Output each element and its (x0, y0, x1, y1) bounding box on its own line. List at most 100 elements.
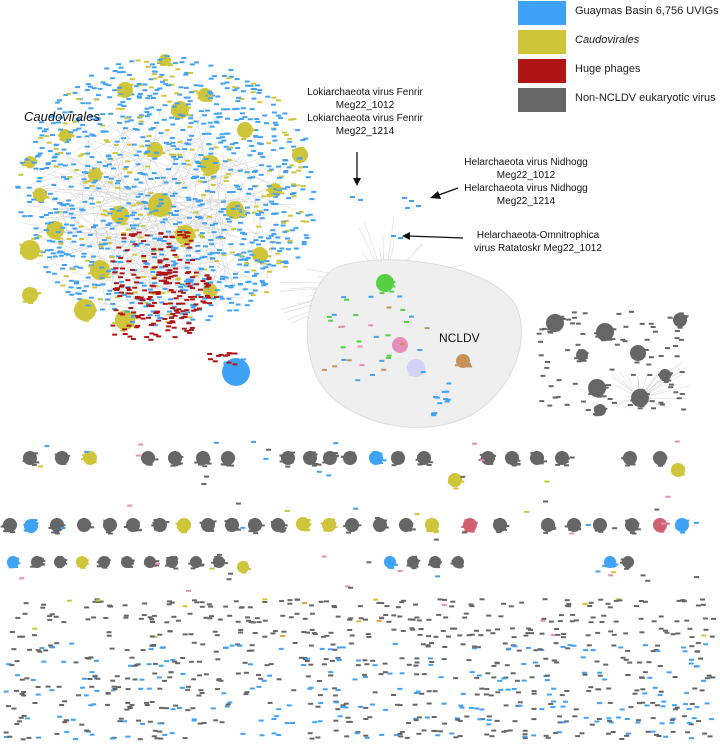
node (177, 104, 183, 107)
node (141, 255, 147, 257)
node (130, 313, 136, 315)
node (209, 224, 215, 227)
node (54, 101, 60, 104)
node (253, 532, 259, 535)
node (172, 274, 178, 277)
node (95, 117, 101, 120)
node (192, 558, 198, 561)
node (241, 358, 246, 361)
node (589, 723, 595, 726)
node (180, 657, 186, 659)
node (239, 563, 245, 566)
node (167, 282, 172, 285)
node (694, 706, 700, 709)
node (206, 462, 212, 465)
node (173, 158, 179, 161)
node (153, 333, 159, 336)
node (570, 520, 576, 523)
node (383, 614, 389, 616)
node (167, 310, 172, 313)
node (580, 656, 586, 659)
node (675, 314, 681, 316)
node (273, 185, 279, 188)
node (129, 301, 135, 304)
node (379, 602, 385, 605)
node (107, 222, 113, 225)
node (639, 676, 645, 679)
node (61, 139, 67, 142)
node (112, 321, 118, 324)
node (655, 649, 661, 652)
node (461, 531, 467, 534)
node (350, 451, 356, 454)
node (466, 363, 471, 366)
node (583, 716, 589, 719)
node (412, 555, 418, 558)
node (594, 720, 600, 723)
node (241, 238, 247, 241)
node (56, 251, 62, 254)
node (180, 114, 186, 117)
node (187, 612, 193, 615)
node (392, 563, 398, 566)
node (125, 292, 131, 295)
node (76, 127, 82, 130)
node (547, 404, 553, 407)
node (151, 614, 157, 617)
node (469, 605, 475, 608)
node (259, 211, 264, 214)
node (59, 453, 65, 456)
node (171, 326, 177, 329)
node (392, 454, 398, 457)
node (142, 289, 148, 292)
node (147, 720, 153, 723)
node (140, 649, 146, 652)
node (141, 201, 147, 203)
node (163, 282, 169, 285)
node (121, 557, 127, 560)
node (362, 659, 368, 662)
node (214, 556, 220, 558)
node (156, 676, 162, 679)
node (231, 519, 237, 522)
node (437, 598, 443, 601)
node (118, 93, 124, 96)
node (166, 313, 172, 316)
node (655, 644, 660, 647)
node (105, 298, 111, 301)
node (490, 632, 496, 635)
node (162, 317, 168, 320)
node (62, 111, 68, 114)
node (57, 240, 63, 243)
node (305, 631, 310, 634)
node (198, 234, 204, 237)
node (642, 671, 648, 674)
edge (113, 121, 127, 154)
node (616, 716, 622, 719)
node (125, 677, 130, 680)
node (279, 247, 285, 250)
node (7, 564, 13, 567)
node (180, 291, 186, 294)
node (172, 253, 178, 256)
node (98, 245, 104, 248)
edge (153, 276, 247, 289)
node (126, 289, 132, 291)
node (186, 589, 191, 592)
node (670, 633, 676, 636)
node (694, 665, 700, 668)
node (706, 674, 712, 677)
node (548, 703, 554, 705)
node (244, 124, 250, 127)
node (37, 235, 43, 238)
node (488, 694, 494, 697)
node (488, 462, 494, 465)
node (109, 737, 115, 740)
node (200, 176, 205, 179)
node (259, 217, 265, 220)
node (495, 529, 501, 532)
node (624, 734, 630, 737)
node (11, 648, 17, 651)
node (142, 173, 148, 176)
node (531, 707, 537, 710)
